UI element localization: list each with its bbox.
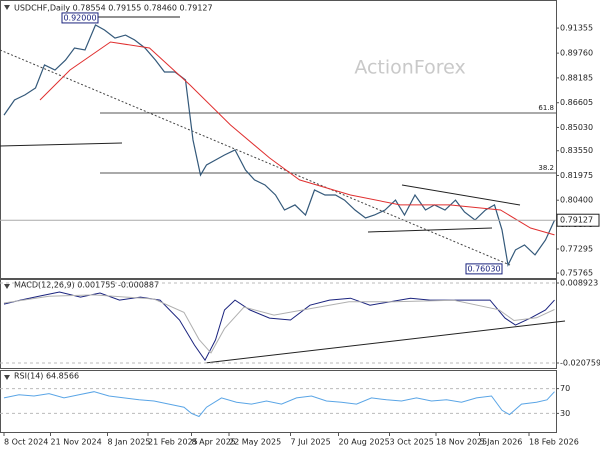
annotation-box xyxy=(465,263,503,275)
y-tick-label: 0.85030 xyxy=(560,123,593,132)
y-tick-label: 0.80400 xyxy=(560,196,593,205)
series-line xyxy=(39,41,555,236)
y-tick-label: 0.88185 xyxy=(560,73,593,82)
trend-line xyxy=(401,184,521,206)
trend-line xyxy=(0,49,511,266)
trend-line xyxy=(0,142,123,147)
fib-label: 61.8 xyxy=(538,104,554,112)
trend-line xyxy=(367,227,493,233)
annotation-label: 0.76030 xyxy=(467,264,500,273)
series-line xyxy=(3,391,555,418)
main-panel xyxy=(0,0,557,279)
y-tick-label: 30 xyxy=(560,409,570,418)
x-tick-label: 8 Oct 2024 xyxy=(4,438,48,447)
x-tick-label: 21 Feb 2025 xyxy=(148,438,198,447)
rsi-panel xyxy=(0,370,557,433)
x-tick-label: 21 Nov 2024 xyxy=(51,438,102,447)
panel-title: USDCHF,Daily 0.78554 0.79155 0.78460 0.7… xyxy=(14,4,213,13)
series-line xyxy=(3,24,556,267)
x-tick-label: 18 Nov 2025 xyxy=(436,438,487,447)
y-tick-label: 0.83550 xyxy=(560,146,593,155)
y-tick-label: 0.89760 xyxy=(560,49,593,58)
y-tick-label: -0.020759 xyxy=(560,359,600,368)
x-tick-label: 8 Jan 2025 xyxy=(108,438,151,447)
price-label: 0.79127 xyxy=(560,216,593,225)
macd-panel xyxy=(0,279,557,369)
x-tick-label: 3 Oct 2025 xyxy=(390,438,434,447)
price-box xyxy=(556,213,600,227)
watermark: ActionForex xyxy=(354,57,465,79)
y-tick-label: 0.008923 xyxy=(560,279,598,288)
fib-label: 38.2 xyxy=(538,164,554,172)
y-tick-label: 0.86605 xyxy=(560,98,593,107)
x-tick-label: 22 May 2025 xyxy=(229,438,281,447)
y-tick-label: 0.91355 xyxy=(560,24,593,33)
x-tick-label: 7 Jul 2025 xyxy=(291,438,331,447)
panel-title: RSI(14) 64.8566 xyxy=(14,372,79,381)
x-tick-label: 18 Feb 2026 xyxy=(529,438,579,447)
y-tick-label: 0.77295 xyxy=(560,245,593,254)
y-tick-label: 0.81975 xyxy=(560,171,593,180)
y-tick-label: 70 xyxy=(560,384,570,393)
annotation-label: 0.92000 xyxy=(63,13,96,22)
x-tick-label: 8 Apr 2025 xyxy=(192,438,236,447)
icon xyxy=(4,5,10,10)
x-tick-label: 20 Aug 2025 xyxy=(339,438,390,447)
y-tick-label: 0.75765 xyxy=(560,269,593,278)
annotation-box xyxy=(61,12,99,24)
icon xyxy=(4,284,10,289)
x-tick-label: 5 Jan 2026 xyxy=(480,438,523,447)
series-line xyxy=(3,294,555,354)
panel-title: MACD(12,26,9) 0.001755 -0.000887 xyxy=(14,281,159,290)
icon xyxy=(4,375,10,380)
trend-line xyxy=(204,320,566,364)
